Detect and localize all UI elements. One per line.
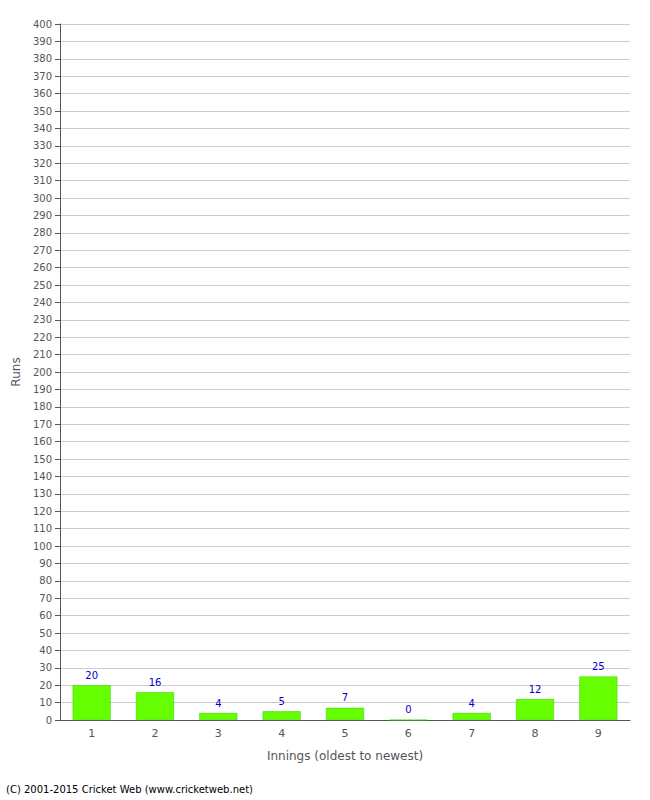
svg-text:10: 10 (39, 697, 52, 708)
svg-text:310: 310 (33, 175, 52, 186)
svg-text:8: 8 (532, 727, 539, 740)
svg-text:4: 4 (278, 727, 285, 740)
svg-text:170: 170 (33, 419, 52, 430)
svg-text:30: 30 (39, 662, 52, 673)
svg-text:1: 1 (88, 727, 95, 740)
svg-text:140: 140 (33, 471, 52, 482)
svg-text:330: 330 (33, 140, 52, 151)
svg-text:16: 16 (149, 677, 162, 688)
svg-text:12: 12 (529, 684, 542, 695)
svg-text:130: 130 (33, 488, 52, 499)
svg-text:350: 350 (33, 106, 52, 117)
svg-text:4: 4 (215, 698, 221, 709)
svg-text:380: 380 (33, 53, 52, 64)
svg-text:2: 2 (152, 727, 159, 740)
svg-text:4: 4 (468, 698, 474, 709)
svg-text:Runs: Runs (9, 357, 23, 386)
svg-text:300: 300 (33, 193, 52, 204)
svg-text:Innings (oldest to newest): Innings (oldest to newest) (267, 749, 423, 763)
svg-text:200: 200 (33, 367, 52, 378)
svg-text:5: 5 (278, 696, 284, 707)
svg-text:20: 20 (85, 670, 98, 681)
svg-text:0: 0 (46, 715, 52, 726)
svg-text:7: 7 (342, 692, 348, 703)
svg-text:25: 25 (592, 661, 605, 672)
svg-text:210: 210 (33, 349, 52, 360)
svg-text:280: 280 (33, 227, 52, 238)
svg-text:100: 100 (33, 541, 52, 552)
svg-text:370: 370 (33, 71, 52, 82)
svg-text:110: 110 (33, 523, 52, 534)
svg-text:50: 50 (39, 628, 52, 639)
svg-text:220: 220 (33, 332, 52, 343)
svg-text:250: 250 (33, 280, 52, 291)
svg-text:150: 150 (33, 454, 52, 465)
svg-text:340: 340 (33, 123, 52, 134)
svg-text:360: 360 (33, 88, 52, 99)
svg-text:320: 320 (33, 158, 52, 169)
svg-text:3: 3 (215, 727, 222, 740)
svg-text:60: 60 (39, 610, 52, 621)
svg-text:160: 160 (33, 436, 52, 447)
svg-text:80: 80 (39, 575, 52, 586)
svg-text:(C) 2001-2015 Cricket Web (www: (C) 2001-2015 Cricket Web (www.cricketwe… (6, 784, 253, 795)
svg-text:70: 70 (39, 593, 52, 604)
svg-text:90: 90 (39, 558, 52, 569)
svg-text:120: 120 (33, 506, 52, 517)
svg-text:9: 9 (595, 727, 602, 740)
svg-text:7: 7 (468, 727, 475, 740)
svg-text:40: 40 (39, 645, 52, 656)
svg-text:0: 0 (405, 704, 411, 715)
svg-text:390: 390 (33, 36, 52, 47)
svg-text:270: 270 (33, 245, 52, 256)
svg-text:190: 190 (33, 384, 52, 395)
svg-text:230: 230 (33, 314, 52, 325)
svg-text:260: 260 (33, 262, 52, 273)
svg-text:180: 180 (33, 401, 52, 412)
svg-text:20: 20 (39, 680, 52, 691)
svg-text:290: 290 (33, 210, 52, 221)
svg-text:5: 5 (342, 727, 349, 740)
svg-text:400: 400 (33, 19, 52, 30)
svg-text:6: 6 (405, 727, 412, 740)
svg-text:240: 240 (33, 297, 52, 308)
